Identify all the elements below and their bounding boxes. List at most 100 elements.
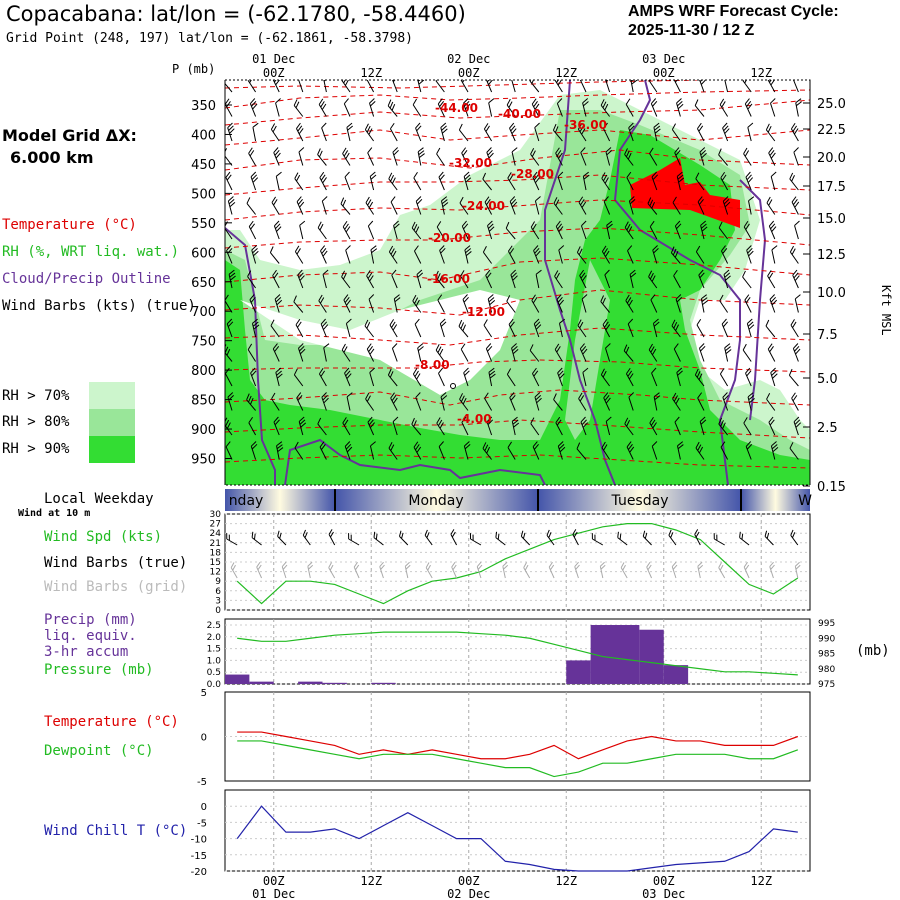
wind-barb [298, 416, 307, 436]
wind-barb-shaft [534, 392, 542, 411]
wind-barb [555, 416, 563, 436]
wind-barb-shaft [367, 147, 375, 166]
temperature-tick-label: -5 [197, 777, 207, 788]
wind-barb-shaft [298, 147, 305, 166]
wind-barb [718, 148, 728, 166]
wind-barb-shaft [414, 318, 422, 338]
wind-barb-shaft [391, 343, 398, 362]
wind-barb-shaft [438, 367, 445, 387]
wind-barb [413, 441, 422, 460]
wind-barb-shaft [747, 122, 754, 142]
wind-barb [388, 441, 398, 460]
wind-barb [744, 98, 753, 117]
surface-wind-barb-grid [404, 561, 411, 579]
wind-barb-shaft [627, 245, 634, 264]
wind-barb-shaft [364, 123, 375, 142]
wind-barb [270, 319, 280, 338]
wind-barb [273, 416, 280, 436]
wind-barb [723, 269, 731, 289]
wind-barb [345, 318, 352, 338]
height-tick-label: 2.5 [817, 421, 838, 436]
wind-barb [364, 319, 374, 338]
wind-barb-shaft [413, 172, 422, 191]
wind-barb-shaft [604, 269, 611, 289]
temperature-contour-label: -44.00 [435, 101, 478, 115]
wind-barb-shaft [367, 416, 375, 436]
wind-speed-tick-label: 0 [215, 606, 221, 616]
wind-barb-shaft [486, 416, 494, 436]
wind-barb [299, 220, 306, 240]
bottom-time-tick-label: 12Z [750, 874, 772, 888]
surface-wind-barb-true [546, 529, 555, 546]
wind-barb-shaft [436, 417, 445, 436]
wind-barb-shaft [531, 367, 540, 387]
temperature-contour-label: -12.00 [462, 305, 505, 319]
wind-barb [745, 171, 754, 191]
wind-barb [556, 98, 563, 117]
weekday-band [335, 489, 538, 511]
precip-label: Precip (mm) [44, 612, 137, 628]
wind-barb [412, 368, 422, 387]
wind-barb-shaft [605, 416, 612, 436]
wind-barb [719, 294, 729, 313]
wind-barb-shaft [694, 368, 705, 387]
wind-barb [296, 196, 305, 215]
pressure-tick-label: 350 [191, 99, 216, 114]
wind-barb-shaft [248, 416, 257, 436]
wind-barb-shaft [343, 98, 351, 117]
wind-barb [344, 441, 353, 460]
wind-barb [507, 441, 516, 460]
wind-speed-tick-label: 24 [210, 529, 222, 539]
wind-barb-shaft [533, 318, 542, 338]
wind-barb [391, 80, 399, 93]
wind-barb-shaft [718, 148, 728, 166]
wind-barb [275, 367, 283, 387]
wind-barb [747, 122, 754, 142]
wind-barb-shaft [416, 269, 424, 289]
wind-barb-shaft [417, 343, 424, 362]
wind-barb-shaft [650, 294, 658, 313]
wind-barb [463, 441, 471, 460]
temperature-contour-8 [225, 257, 810, 283]
wind-barb-shaft [582, 367, 589, 387]
precip-bar [322, 682, 347, 684]
wind-barb-shaft [745, 367, 752, 387]
wind-barb [748, 196, 755, 215]
wind-barb-shaft [269, 246, 280, 264]
wind-barb [342, 147, 351, 166]
wind-barb-shaft [602, 318, 611, 338]
wind-barb-shaft [649, 147, 658, 166]
wind-barb-shaft [723, 269, 731, 289]
wind-barb [486, 416, 494, 436]
wind-barb [295, 318, 304, 338]
bottom-time-tick-label: 00Z [653, 874, 675, 888]
wind-barb [722, 122, 730, 142]
surface-wind-barb-true-shaft [617, 531, 628, 546]
wind-barb [294, 245, 304, 264]
wind-barb [367, 416, 375, 436]
wind-barb-shaft [530, 417, 540, 436]
wind-barb-shaft [436, 147, 445, 166]
wind-barb-shaft [506, 98, 516, 117]
wind-barb-shaft [742, 343, 752, 362]
surface-wind-barb-grid [476, 561, 483, 579]
surface-wind-barb-true-shaft [302, 529, 311, 546]
wind-barb-shaft [653, 122, 661, 142]
surface-wind-barb-grid [599, 561, 606, 579]
wind-barb [600, 295, 610, 313]
wind-speed-tick-label: 9 [215, 577, 221, 587]
precip-bar [225, 674, 250, 684]
wind-barb [629, 269, 637, 289]
surface-wind-barb-true-shaft [694, 529, 701, 546]
wind-barb [435, 343, 445, 362]
wind-barb [510, 269, 518, 289]
wind-barb-shaft [677, 441, 684, 460]
wind-barb-shaft [533, 245, 541, 264]
surface-wind-barb-true [328, 529, 336, 546]
surface-wind-barb-grid-shaft [379, 561, 385, 579]
windchill-tick-label: -5 [197, 818, 207, 829]
wind-barb-shaft [557, 367, 565, 387]
wind-barb-shaft [670, 246, 681, 264]
top-time-tick-label: 12Z [750, 66, 772, 80]
windchill-tick-label: 0 [201, 802, 207, 813]
